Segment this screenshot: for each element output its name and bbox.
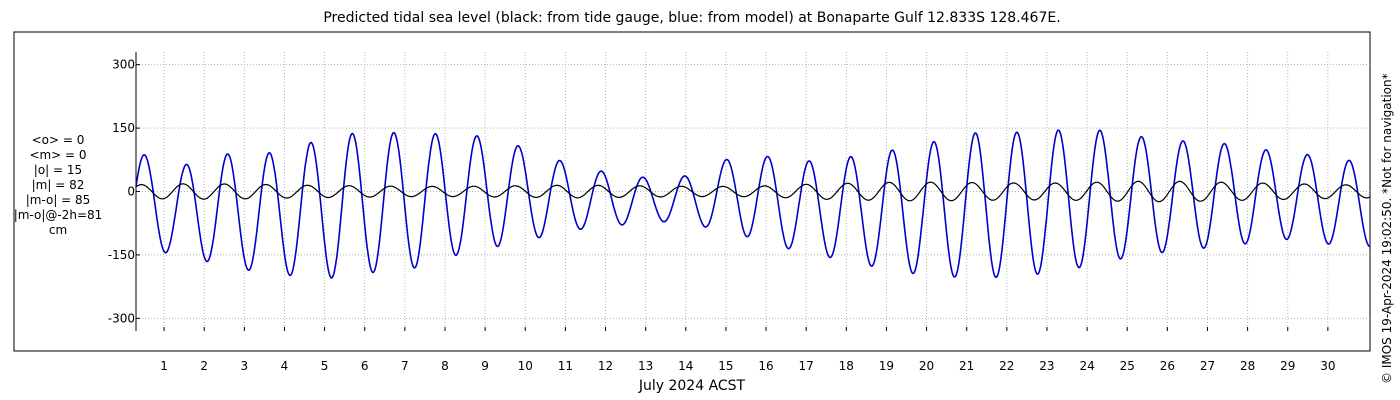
x-tick-label: 7 bbox=[401, 359, 409, 373]
x-tick-label: 14 bbox=[678, 359, 693, 373]
x-tick-label: 6 bbox=[361, 359, 369, 373]
stat-abs-observed: |o| = 15 bbox=[33, 163, 83, 177]
stat-abs-difference: |m-o| = 85 bbox=[25, 193, 91, 207]
x-tick-label: 13 bbox=[638, 359, 653, 373]
x-axis-label: July 2024 ACST bbox=[638, 378, 746, 394]
stat-mean-model: <m> = 0 bbox=[29, 148, 87, 162]
chart-title: Predicted tidal sea level (black: from t… bbox=[323, 10, 1061, 26]
x-tick-label: 5 bbox=[321, 359, 329, 373]
x-tick-label: 23 bbox=[1039, 359, 1054, 373]
x-tick-label: 20 bbox=[919, 359, 934, 373]
x-tick-label: 12 bbox=[598, 359, 613, 373]
x-tick-label: 28 bbox=[1240, 359, 1255, 373]
stat-mean-observed: <o> = 0 bbox=[31, 133, 85, 147]
x-tick-label: 26 bbox=[1160, 359, 1175, 373]
x-tick-label: 22 bbox=[999, 359, 1014, 373]
x-tick-label: 1 bbox=[160, 359, 168, 373]
x-tick-label: 11 bbox=[558, 359, 573, 373]
x-tick-label: 8 bbox=[441, 359, 449, 373]
statistics-panel: <o> = 0 <m> = 0 |o| = 15 |m| = 82 |m-o| … bbox=[4, 133, 112, 238]
y-axis: 300 150 0 -150 -300 bbox=[108, 58, 140, 325]
grid bbox=[136, 52, 1370, 331]
x-tick-label: 2 bbox=[200, 359, 208, 373]
x-tick-label: 16 bbox=[758, 359, 773, 373]
y-tick-label: -300 bbox=[108, 311, 135, 325]
x-tick-label: 24 bbox=[1079, 359, 1094, 373]
x-tick-label: 18 bbox=[839, 359, 854, 373]
gauge-series-line bbox=[135, 180, 1371, 203]
stat-units: cm bbox=[48, 223, 68, 237]
x-tick-label: 27 bbox=[1200, 359, 1215, 373]
x-tick-label: 30 bbox=[1320, 359, 1335, 373]
stat-abs-difference-lagged: |m-o|@-2h=81 bbox=[13, 208, 103, 222]
y-tick-label: 0 bbox=[127, 185, 135, 199]
x-tick-label: 9 bbox=[481, 359, 489, 373]
x-tick-label: 10 bbox=[518, 359, 533, 373]
x-axis: 1 2 3 4 5 6 7 8 9 10 11 12 13 14 15 16 17 18 19 20 21 22 23 24 2… bbox=[160, 327, 1336, 373]
stat-abs-model: |m| = 82 bbox=[31, 178, 85, 192]
y-tick-label: 300 bbox=[112, 58, 135, 72]
model-series-line bbox=[135, 129, 1370, 279]
x-tick-label: 21 bbox=[959, 359, 974, 373]
x-tick-label: 17 bbox=[799, 359, 814, 373]
x-tick-label: 25 bbox=[1120, 359, 1135, 373]
x-tick-label: 15 bbox=[718, 359, 733, 373]
x-tick-label: 19 bbox=[879, 359, 894, 373]
y-tick-label: -150 bbox=[108, 248, 135, 262]
x-tick-label: 4 bbox=[281, 359, 289, 373]
series bbox=[135, 129, 1371, 279]
x-tick-label: 3 bbox=[241, 359, 249, 373]
y-tick-label: 150 bbox=[112, 121, 135, 135]
x-tick-label: 29 bbox=[1280, 359, 1295, 373]
